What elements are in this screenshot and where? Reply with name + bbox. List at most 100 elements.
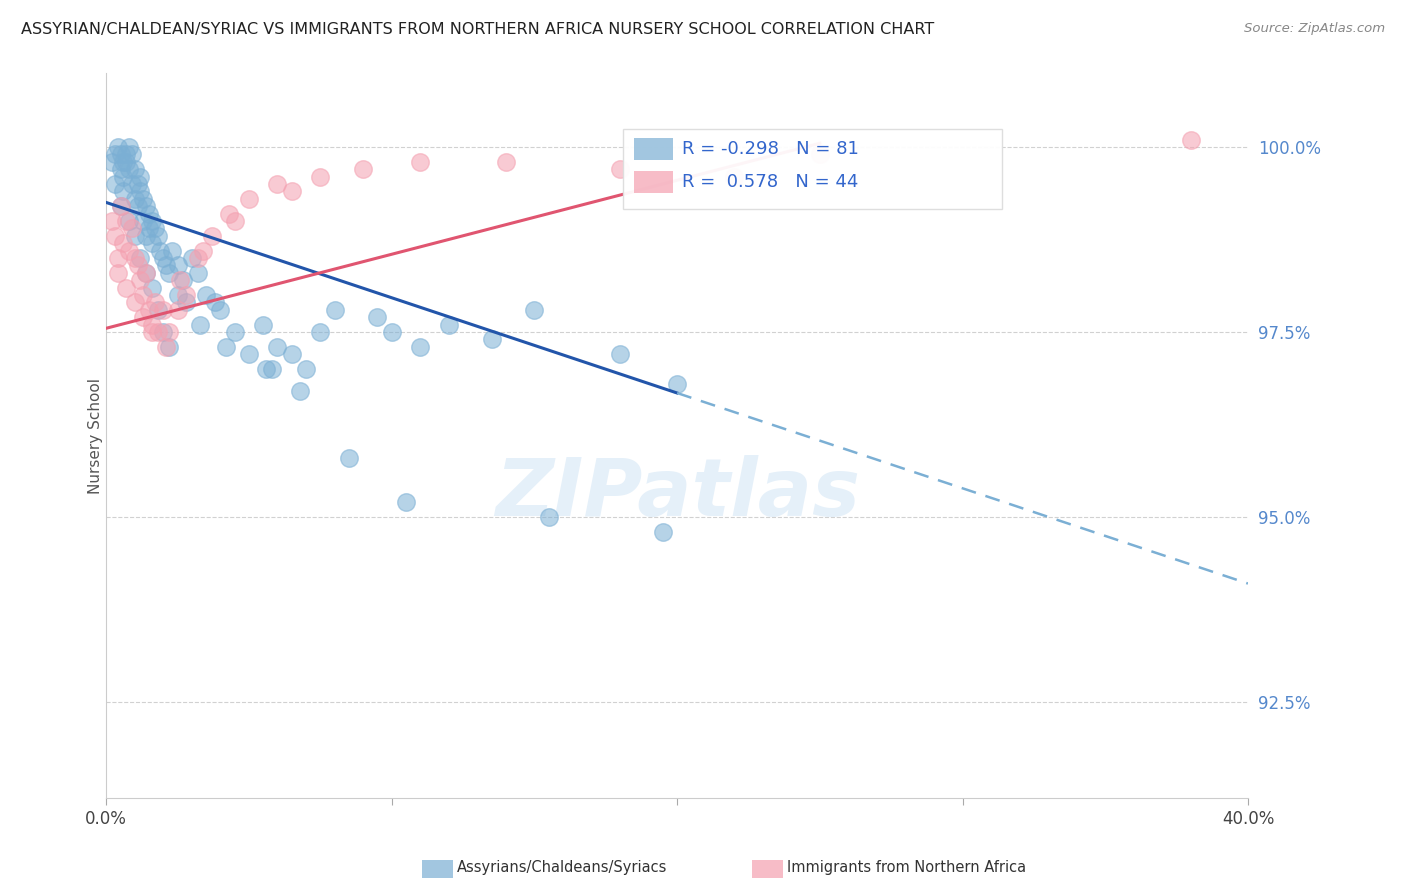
Point bbox=[281, 185, 304, 199]
Point bbox=[157, 340, 180, 354]
Point bbox=[110, 162, 132, 177]
Point bbox=[352, 162, 374, 177]
Point bbox=[224, 325, 246, 339]
Point bbox=[252, 318, 274, 332]
Point bbox=[127, 199, 149, 213]
Point bbox=[132, 192, 155, 206]
Point bbox=[723, 169, 745, 184]
Point bbox=[281, 347, 304, 361]
Point bbox=[124, 162, 146, 177]
Point bbox=[195, 288, 218, 302]
Point bbox=[155, 258, 177, 272]
Point bbox=[166, 302, 188, 317]
Point bbox=[118, 140, 141, 154]
Point bbox=[166, 288, 188, 302]
Point bbox=[609, 162, 631, 177]
Point bbox=[180, 251, 202, 265]
Point bbox=[141, 325, 163, 339]
Point bbox=[112, 185, 135, 199]
Point bbox=[141, 214, 163, 228]
Point bbox=[609, 347, 631, 361]
Point bbox=[121, 177, 143, 191]
Point bbox=[174, 288, 197, 302]
Point bbox=[124, 295, 146, 310]
Point bbox=[115, 147, 138, 161]
Point bbox=[110, 147, 132, 161]
Point bbox=[409, 154, 432, 169]
Y-axis label: Nursery School: Nursery School bbox=[87, 377, 103, 493]
Point bbox=[146, 228, 169, 243]
Point bbox=[152, 325, 174, 339]
Point bbox=[295, 362, 318, 376]
Point bbox=[266, 177, 288, 191]
Point bbox=[187, 266, 209, 280]
Point bbox=[238, 192, 260, 206]
Point bbox=[155, 340, 177, 354]
Point bbox=[118, 214, 141, 228]
Point bbox=[808, 147, 831, 161]
Text: ASSYRIAN/CHALDEAN/SYRIAC VS IMMIGRANTS FROM NORTHERN AFRICA NURSERY SCHOOL CORRE: ASSYRIAN/CHALDEAN/SYRIAC VS IMMIGRANTS F… bbox=[21, 22, 935, 37]
Point bbox=[172, 273, 194, 287]
Point bbox=[157, 266, 180, 280]
Point bbox=[115, 154, 138, 169]
Point bbox=[112, 236, 135, 251]
Point bbox=[101, 154, 124, 169]
Point bbox=[110, 199, 132, 213]
Point bbox=[141, 236, 163, 251]
Point bbox=[143, 221, 166, 235]
Point bbox=[132, 288, 155, 302]
Point bbox=[135, 266, 157, 280]
Point bbox=[127, 258, 149, 272]
Point bbox=[107, 266, 129, 280]
Point bbox=[395, 495, 418, 509]
Point bbox=[110, 199, 132, 213]
Point bbox=[112, 169, 135, 184]
Point bbox=[409, 340, 432, 354]
Point bbox=[224, 214, 246, 228]
Point bbox=[135, 266, 157, 280]
Point bbox=[112, 154, 135, 169]
Point bbox=[129, 169, 152, 184]
Point bbox=[141, 280, 163, 294]
Point bbox=[101, 214, 124, 228]
Point bbox=[201, 228, 224, 243]
Point bbox=[146, 325, 169, 339]
Point bbox=[495, 154, 517, 169]
Point bbox=[209, 302, 232, 317]
Point bbox=[121, 147, 143, 161]
Point bbox=[138, 302, 160, 317]
Point bbox=[381, 325, 404, 339]
Point bbox=[523, 302, 546, 317]
Point bbox=[537, 510, 560, 524]
Point bbox=[118, 244, 141, 258]
Point bbox=[337, 450, 360, 465]
Point bbox=[152, 251, 174, 265]
Point bbox=[124, 192, 146, 206]
Point bbox=[218, 206, 240, 220]
Point bbox=[666, 376, 689, 391]
Point bbox=[124, 251, 146, 265]
Point bbox=[135, 228, 157, 243]
Point bbox=[135, 199, 157, 213]
Point bbox=[132, 310, 155, 325]
Point bbox=[138, 206, 160, 220]
Point bbox=[160, 244, 183, 258]
Point bbox=[107, 251, 129, 265]
Point bbox=[129, 185, 152, 199]
Point bbox=[190, 318, 212, 332]
Point bbox=[146, 302, 169, 317]
Point bbox=[115, 214, 138, 228]
Point bbox=[169, 273, 191, 287]
Point bbox=[174, 295, 197, 310]
Point bbox=[104, 228, 127, 243]
Point bbox=[124, 228, 146, 243]
Point bbox=[121, 221, 143, 235]
Point bbox=[437, 318, 460, 332]
Text: Source: ZipAtlas.com: Source: ZipAtlas.com bbox=[1244, 22, 1385, 36]
Point bbox=[187, 251, 209, 265]
Point bbox=[254, 362, 277, 376]
Point bbox=[141, 318, 163, 332]
Point bbox=[166, 258, 188, 272]
Point bbox=[290, 384, 312, 399]
Text: R =  0.578   N = 44: R = 0.578 N = 44 bbox=[682, 173, 858, 191]
